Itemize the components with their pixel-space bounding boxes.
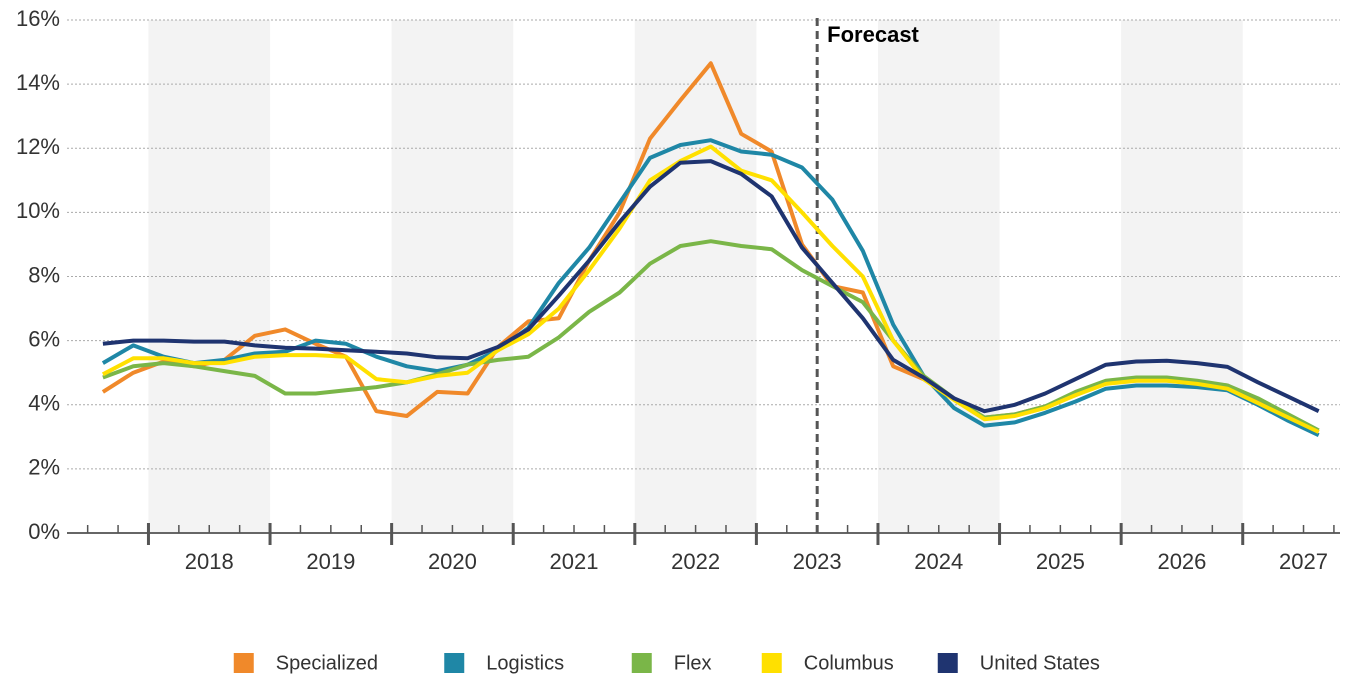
series-line xyxy=(101,144,1320,434)
y-tick-label: 6% xyxy=(28,326,60,351)
x-tick-label: 2022 xyxy=(671,549,720,574)
legend-swatch xyxy=(937,653,958,673)
x-tick-label: 2027 xyxy=(1279,549,1328,574)
y-tick-label: 14% xyxy=(16,70,60,95)
x-tick-label: 2023 xyxy=(793,549,842,574)
legend-swatch xyxy=(233,653,254,673)
y-tick-label: 2% xyxy=(28,455,60,480)
legend-swatch xyxy=(444,653,465,673)
y-tick-label: 12% xyxy=(16,134,60,159)
forecast-label: Forecast xyxy=(827,22,919,47)
y-tick-label: 0% xyxy=(28,519,60,544)
x-tick-label: 2021 xyxy=(550,549,599,574)
year-band xyxy=(1121,20,1243,533)
legend-swatch xyxy=(761,653,782,673)
x-tick-label: 2026 xyxy=(1157,549,1206,574)
legend-swatch xyxy=(631,653,652,673)
x-tick-label: 2025 xyxy=(1036,549,1085,574)
x-tick-label: 2020 xyxy=(428,549,477,574)
legend-label: Logistics xyxy=(486,652,564,674)
legend-label: Columbus xyxy=(804,652,894,674)
x-tick-label: 2024 xyxy=(914,549,963,574)
legend-label: Specialized xyxy=(276,652,378,674)
series-line xyxy=(102,159,1320,414)
series-line xyxy=(102,239,1320,433)
x-tick-label: 2018 xyxy=(185,549,234,574)
y-tick-label: 10% xyxy=(16,198,60,223)
x-tick-label: 2019 xyxy=(306,549,355,574)
y-tick-label: 8% xyxy=(28,262,60,287)
y-tick-label: 4% xyxy=(28,391,60,416)
legend-label: Flex xyxy=(674,652,712,674)
legend-label: United States xyxy=(980,652,1100,674)
y-tick-label: 16% xyxy=(16,6,60,31)
series-line xyxy=(101,138,1320,438)
